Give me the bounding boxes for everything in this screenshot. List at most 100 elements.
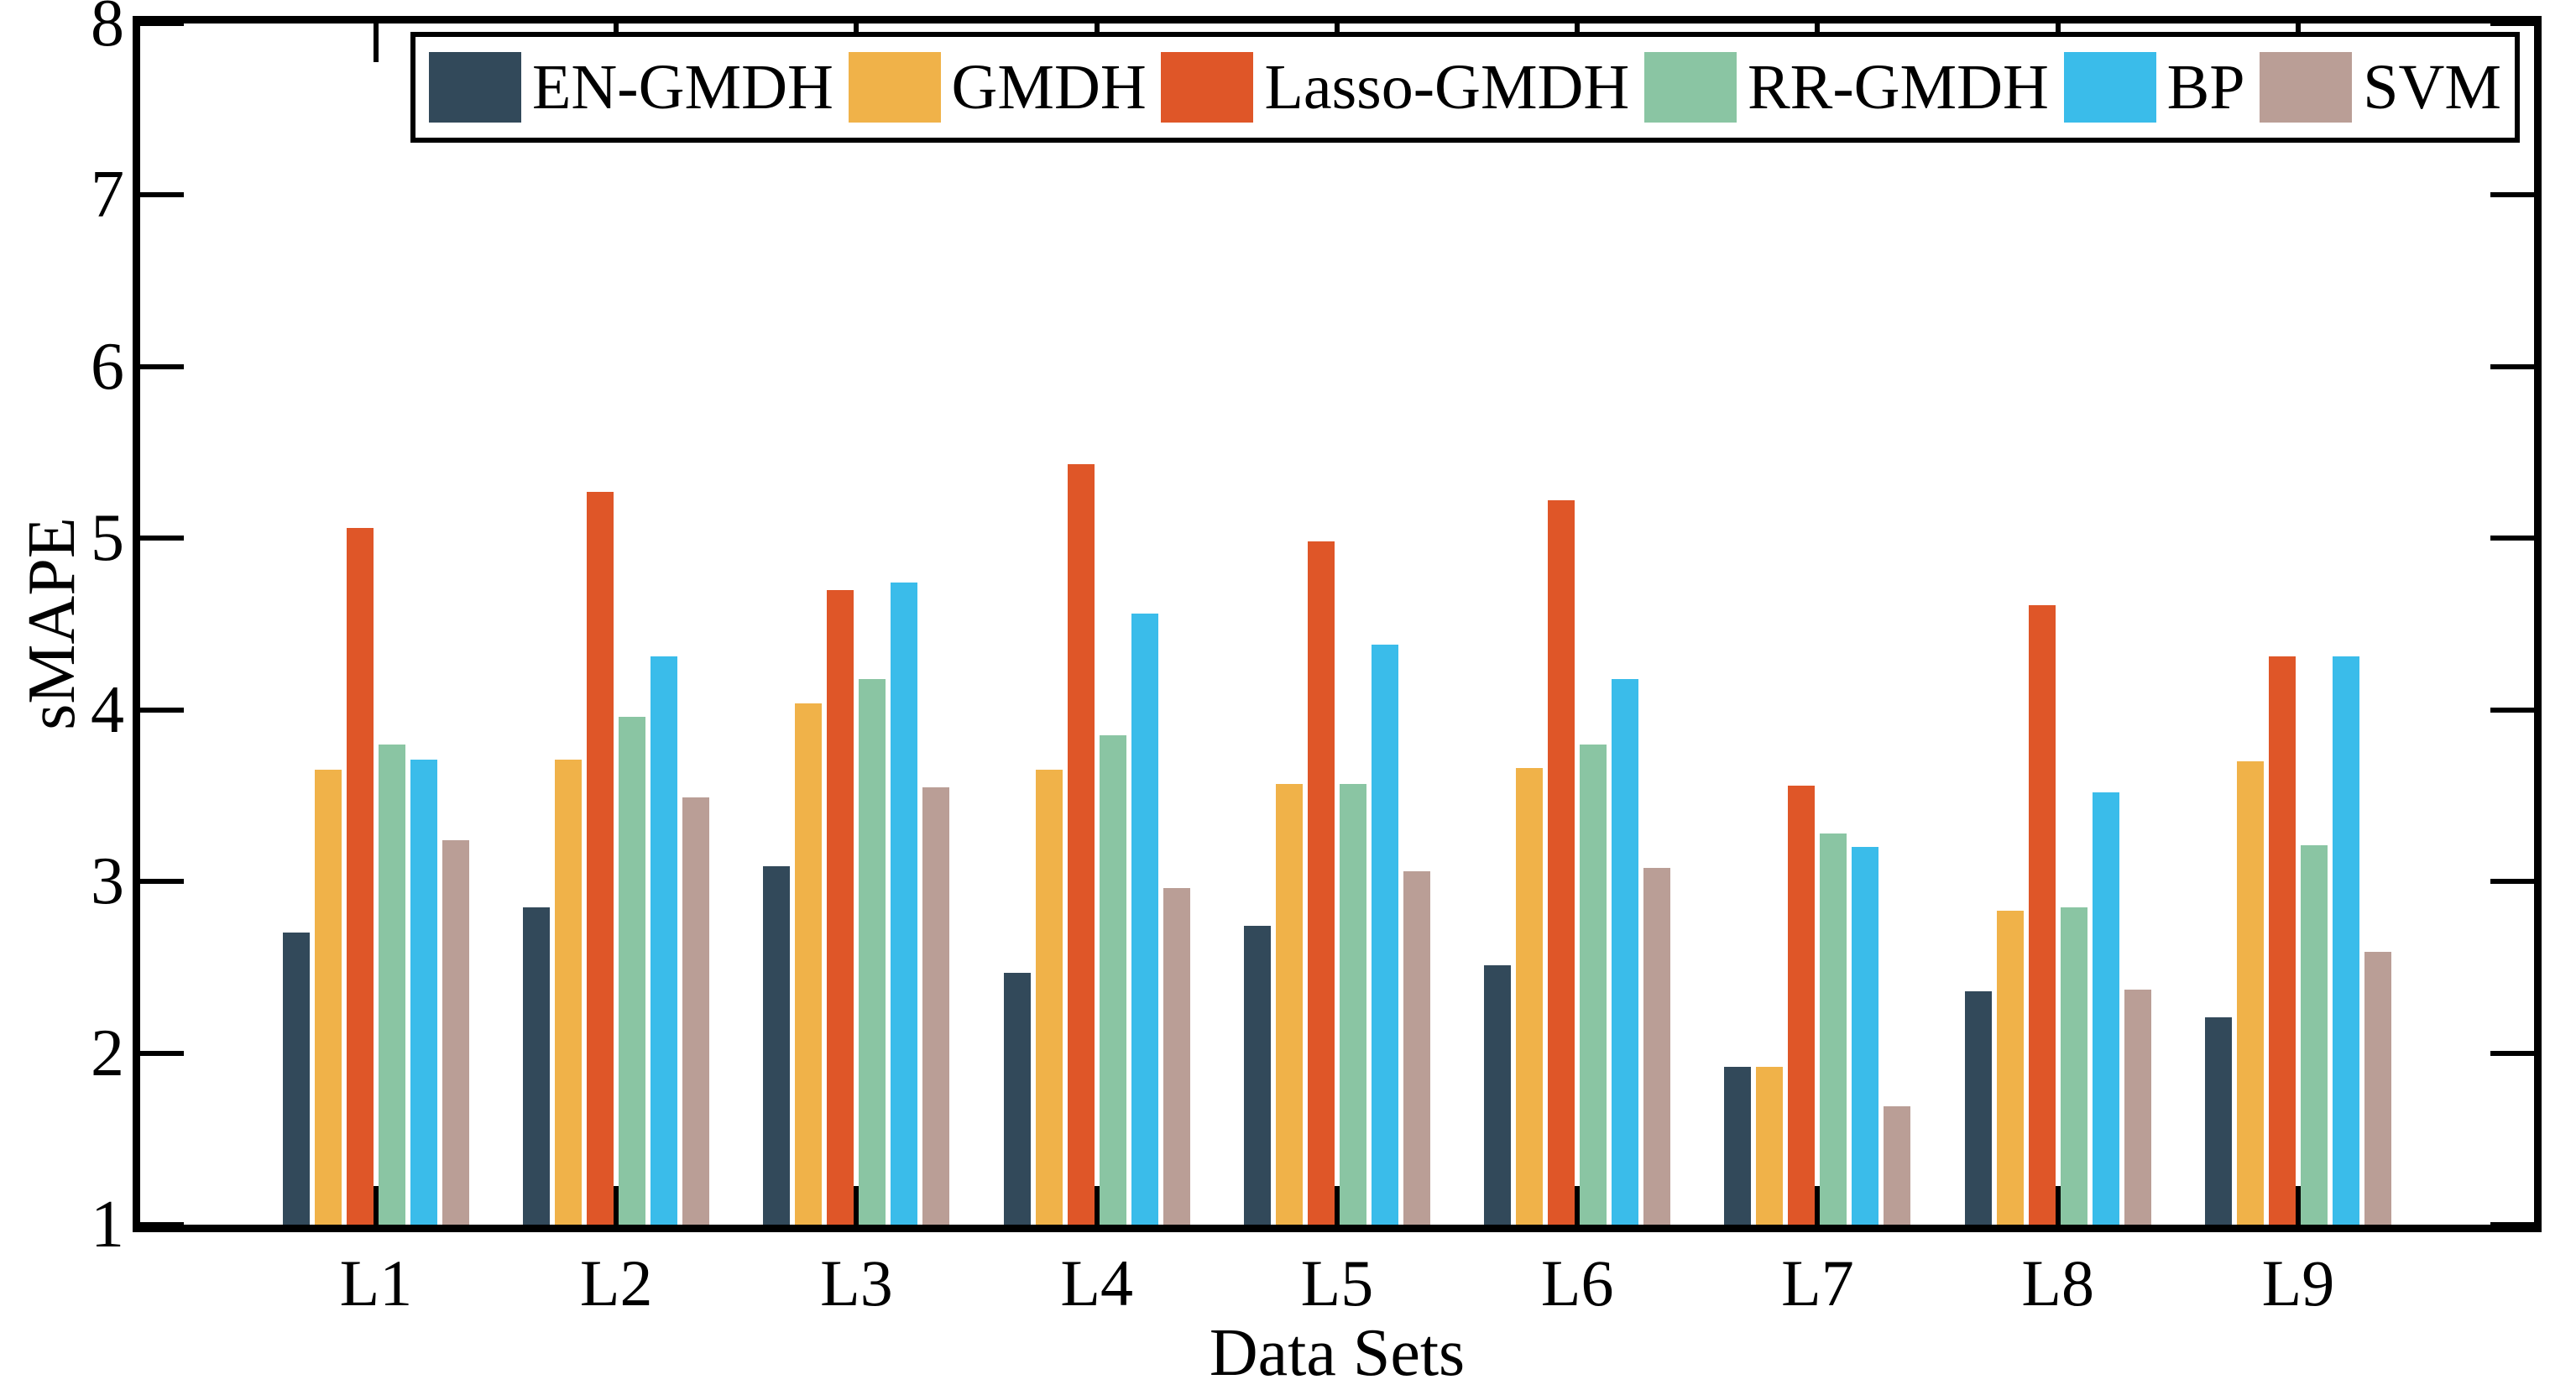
x-tick-bottom [2295,1186,2301,1225]
bar-bp [2092,792,2119,1225]
legend-item-bp: BP [2063,52,2245,123]
bar-lasso-gmdh [1067,464,1095,1225]
x-tick-bottom [1334,1186,1340,1225]
y-tick-label: 1 [91,1188,124,1262]
x-tick-label: L6 [1540,1246,1614,1319]
bar-gmdh [1516,768,1544,1225]
bar-svm [2364,951,2391,1225]
y-tick-right [2490,536,2534,541]
plot-area [133,16,2542,1232]
y-tick-left [140,1222,184,1227]
bar-lasso-gmdh [587,492,614,1225]
legend-swatch-rr-gmdh [1643,52,1737,123]
bar-en-gmdh [1243,926,1271,1225]
bar-svm [1163,888,1190,1225]
bar-rr-gmdh [2060,907,2087,1225]
legend-swatch-gmdh [848,52,941,123]
legend-swatch-bp [2063,52,2156,123]
y-tick-right [2490,1050,2534,1056]
bar-bp [410,760,437,1225]
y-tick-label: 8 [91,0,124,60]
y-tick-label: 5 [91,501,124,576]
bar-en-gmdh [1003,972,1031,1225]
bar-gmdh [1275,783,1303,1225]
bar-lasso-gmdh [1307,541,1335,1225]
y-tick-left [140,21,184,26]
y-tick-label: 2 [91,1016,124,1090]
x-tick-bottom [2055,1186,2061,1225]
bar-svm [442,840,469,1225]
legend-label-bp: BP [2166,52,2245,123]
x-tick-label: L9 [2261,1246,2335,1319]
bar-gmdh [2236,761,2264,1225]
x-tick-label: L1 [339,1246,413,1319]
bar-rr-gmdh [859,678,886,1225]
bar-gmdh [1756,1066,1784,1225]
legend-item-gmdh: GMDH [848,52,1147,123]
bar-bp [651,656,678,1225]
bar-rr-gmdh [1099,735,1126,1225]
y-tick-left [140,536,184,541]
bar-gmdh [1996,910,2024,1225]
bar-lasso-gmdh [1548,500,1575,1225]
x-tick-top [373,24,379,62]
legend-swatch-en-gmdh [429,52,521,123]
x-tick-bottom [1094,1186,1100,1225]
bar-bp [1852,847,1879,1225]
bar-rr-gmdh [2300,845,2328,1225]
legend-item-svm: SVM [2260,52,2501,123]
legend-swatch-svm [2260,52,2353,123]
x-tick-label: L3 [820,1246,893,1319]
y-tick-right [2490,192,2534,198]
bar-en-gmdh [2204,1016,2232,1225]
bar-rr-gmdh [1580,744,1607,1225]
bar-en-gmdh [1964,990,1992,1225]
x-tick-bottom [373,1186,379,1225]
bar-en-gmdh [282,933,310,1225]
bar-svm [682,797,710,1225]
bar-gmdh [314,770,342,1225]
legend-label-en-gmdh: EN-GMDH [532,52,833,123]
y-tick-right [2490,707,2534,713]
y-tick-left [140,1050,184,1056]
bar-rr-gmdh [1820,833,1847,1225]
bar-svm [1884,1105,1911,1225]
bar-gmdh [555,760,583,1225]
bar-rr-gmdh [619,716,646,1225]
bar-lasso-gmdh [2268,656,2296,1225]
legend: EN-GMDH GMDH Lasso-GMDH RR-GMDH BP SVM [410,32,2520,143]
y-tick-right [2490,21,2534,26]
bar-en-gmdh [523,907,551,1225]
bar-bp [1131,614,1158,1225]
x-tick-bottom [1575,1186,1581,1225]
bar-svm [2124,989,2151,1225]
bar-gmdh [795,703,823,1225]
x-tick-label: L7 [1781,1246,1854,1319]
legend-item-rr-gmdh: RR-GMDH [1643,52,2049,123]
y-tick-right [2490,363,2534,369]
y-tick-label: 7 [91,158,124,233]
bar-rr-gmdh [378,744,405,1225]
bar-svm [1643,867,1671,1225]
bar-bp [891,583,918,1225]
bar-svm [922,786,950,1225]
x-tick-label: L5 [1300,1246,1374,1319]
bar-lasso-gmdh [827,589,854,1225]
bar-rr-gmdh [1339,783,1366,1225]
bar-bp [2332,656,2359,1225]
y-tick-right [2490,879,2534,885]
bar-lasso-gmdh [2028,605,2056,1225]
bar-en-gmdh [1724,1066,1752,1225]
bar-svm [1403,870,1430,1225]
x-tick-bottom [854,1186,860,1225]
legend-item-en-gmdh: EN-GMDH [429,52,833,123]
legend-label-rr-gmdh: RR-GMDH [1747,52,2049,123]
bar-bp [1371,645,1398,1225]
bar-lasso-gmdh [1788,785,1816,1225]
x-tick-bottom [614,1186,619,1225]
legend-swatch-lasso-gmdh [1161,52,1254,123]
bar-en-gmdh [763,865,791,1225]
legend-item-lasso-gmdh: Lasso-GMDH [1161,52,1629,123]
y-tick-label: 6 [91,329,124,404]
legend-label-svm: SVM [2363,52,2501,123]
